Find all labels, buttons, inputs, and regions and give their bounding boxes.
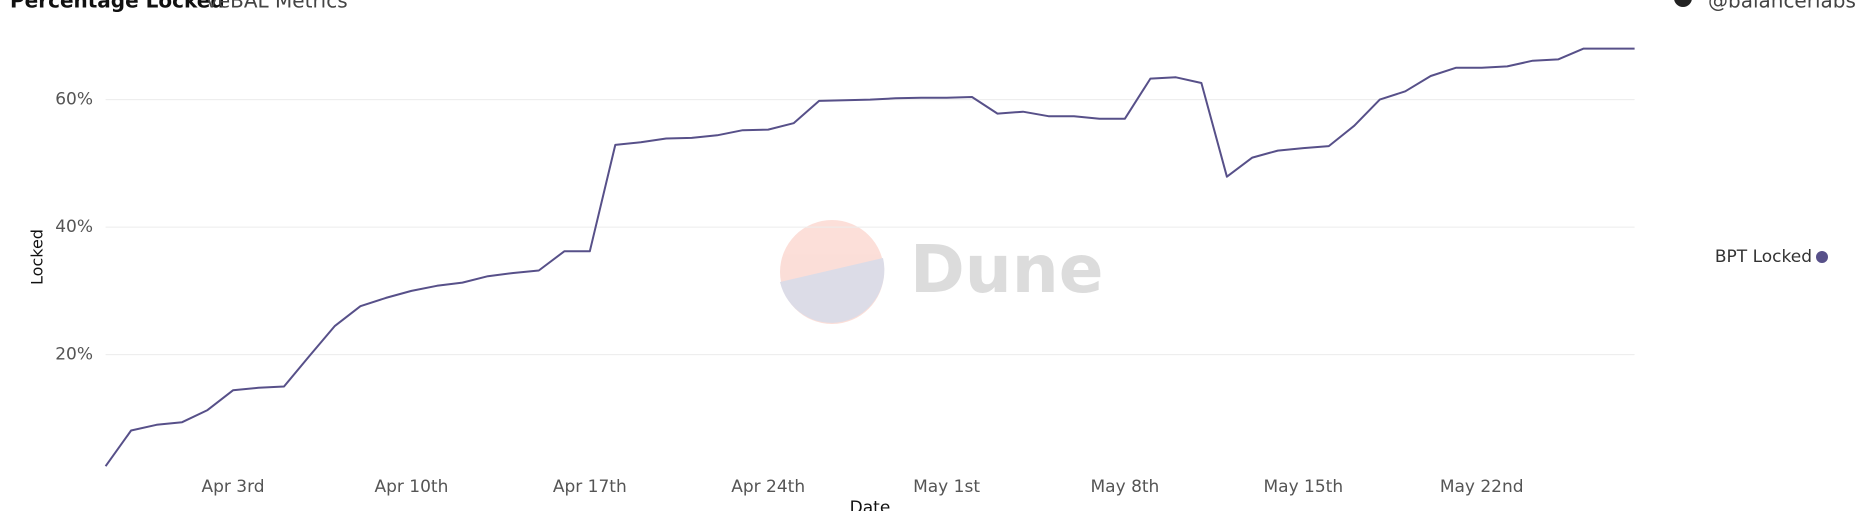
y-tick-label: 60%	[55, 90, 93, 110]
watermark-text: Dune	[910, 231, 1104, 308]
x-tick-label: Apr 24th	[731, 477, 805, 497]
watermark-logo	[780, 258, 885, 323]
chart-subtitle: veBAL Metrics	[206, 0, 348, 13]
author: @balancerlabs	[1708, 0, 1856, 13]
legend-label: BPT Locked	[1715, 247, 1812, 267]
y-tick-label: 20%	[55, 345, 93, 365]
y-tick-label: 40%	[55, 217, 93, 237]
x-tick-label: May 22nd	[1440, 477, 1524, 497]
x-tick-label: May 8th	[1091, 477, 1160, 497]
x-tick-label: May 1st	[913, 477, 980, 497]
author-icon	[1674, 0, 1692, 7]
x-tick-label: Apr 10th	[374, 477, 448, 497]
legend-marker	[1816, 251, 1828, 263]
watermark: Dune	[780, 220, 1104, 324]
chart-title: Percentage Locked	[10, 0, 225, 13]
line-series	[104, 47, 1635, 467]
x-tick-label: May 15th	[1264, 477, 1344, 497]
x-tick-label: Apr 17th	[553, 477, 627, 497]
x-axis-label: Date	[850, 498, 891, 511]
y-axis-label: Locked	[28, 229, 47, 285]
x-tick-label: Apr 3rd	[201, 477, 264, 497]
